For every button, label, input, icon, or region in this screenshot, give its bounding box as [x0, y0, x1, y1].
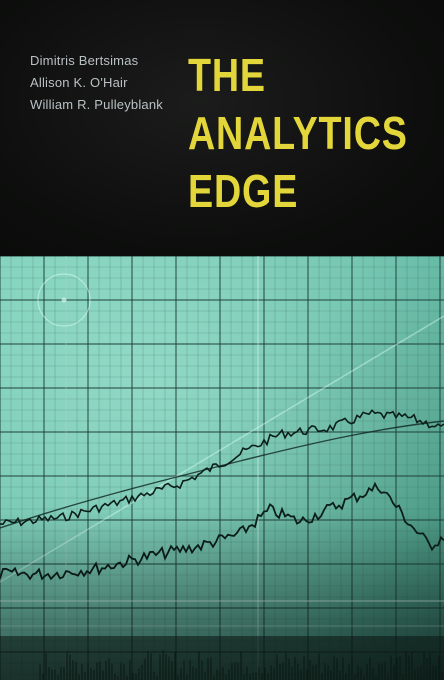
author-list: Dimitris Bertsimas Allison K. O'Hair Wil…	[30, 50, 163, 116]
author-name: Dimitris Bertsimas	[30, 53, 139, 68]
book-title: THE ANALYTICS EDGE	[188, 46, 408, 220]
cover-photo	[0, 256, 444, 680]
title-line: EDGE	[188, 165, 299, 217]
author-name: William R. Pulleyblank	[30, 97, 163, 112]
graph-paper-photo	[0, 256, 444, 680]
title-line: ANALYTICS	[188, 107, 408, 159]
author-name: Allison K. O'Hair	[30, 75, 128, 90]
title-line: THE	[188, 49, 266, 101]
cover-header: Dimitris Bertsimas Allison K. O'Hair Wil…	[0, 0, 444, 256]
